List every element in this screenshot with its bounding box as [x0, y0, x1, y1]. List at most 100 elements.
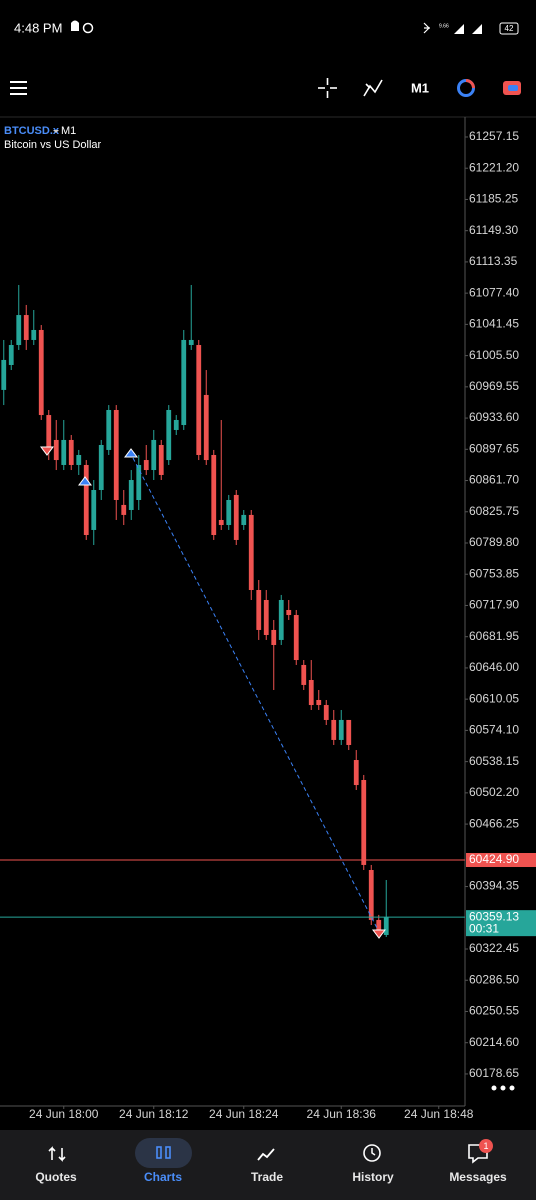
y-tick-label: 60969.55 — [469, 379, 519, 393]
nav-badge — [479, 1139, 493, 1153]
candle-body — [323, 705, 329, 720]
candle-body — [308, 680, 314, 706]
y-tick-label: 60286.50 — [469, 972, 519, 986]
crosshair-button[interactable] — [318, 78, 337, 98]
candle-body — [151, 439, 157, 471]
battery-level: 42 — [505, 24, 514, 33]
candle-body — [166, 409, 172, 461]
candle-icon — [165, 1146, 171, 1159]
menu-bar — [10, 87, 27, 89]
candle-body — [248, 514, 254, 590]
y-tick-label: 60933.60 — [469, 410, 519, 424]
plot: 61257.15 61221.20 61185.25 61149.30 61113.35… — [0, 129, 536, 1121]
x-tick-label: 24 Jun 18:36 — [307, 1107, 377, 1121]
y-tick-label: 61113.35 — [469, 254, 518, 268]
candle-body — [83, 464, 89, 536]
trade-link — [132, 457, 378, 929]
candle-body — [286, 609, 292, 616]
menu-bar — [10, 93, 27, 95]
candle-body — [218, 519, 224, 526]
nav-label[interactable]: Trade — [251, 1170, 283, 1184]
y-tick-label: 60394.35 — [469, 879, 519, 893]
price-tag-label: 60424.90 — [469, 852, 519, 866]
y-tick-label: 60574.10 — [469, 723, 519, 737]
candle-body — [8, 345, 14, 365]
menu-bar — [10, 81, 27, 83]
y-tick-label: 61149.30 — [469, 223, 518, 237]
y-tick-label: 61077.40 — [469, 285, 519, 299]
nav-badge-count: 1 — [483, 1141, 488, 1151]
more-button[interactable] — [491, 1085, 515, 1091]
signal-icon — [454, 24, 464, 34]
candle-body — [98, 445, 104, 491]
nav-active-pill — [135, 1138, 192, 1168]
x-tick-label: 24 Jun 18:12 — [119, 1107, 189, 1121]
candle-body — [233, 494, 239, 540]
nav-icon — [363, 1144, 381, 1162]
network-speed: 9.66 — [439, 23, 449, 29]
candle-body — [1, 359, 7, 390]
nav-label[interactable]: Charts — [144, 1170, 182, 1184]
buy-arrow — [124, 448, 138, 458]
y-tick-label: 61041.45 — [469, 317, 519, 331]
x-tick-label: 24 Jun 18:00 — [29, 1107, 99, 1121]
candle-body — [38, 329, 44, 416]
account-button[interactable] — [503, 81, 521, 95]
nav-label[interactable]: History — [352, 1170, 394, 1184]
y-tick-label: 60502.20 — [469, 785, 519, 799]
bluetooth-icon — [423, 22, 430, 34]
symbol-dropdown[interactable] — [53, 130, 59, 133]
nav-bar — [0, 1130, 536, 1200]
nav-icon — [257, 1148, 275, 1161]
nav-label[interactable]: Quotes — [35, 1170, 77, 1184]
trade-icon — [465, 79, 475, 89]
y-tick-label: 60717.90 — [469, 598, 519, 612]
y-tick-label: 60250.55 — [469, 1004, 519, 1018]
candle-body — [293, 615, 299, 661]
candle-body — [106, 409, 112, 450]
candle-body — [316, 699, 322, 706]
indicators-button[interactable] — [363, 79, 383, 97]
notification-icon — [82, 22, 94, 34]
candle-body — [23, 315, 29, 340]
countdown: 00:31 — [469, 921, 499, 935]
y-tick-label: 61185.25 — [469, 192, 518, 206]
candle-body — [128, 480, 134, 510]
price-tag — [466, 910, 536, 937]
y-tick-label: 60681.95 — [469, 629, 519, 643]
candle-body — [353, 760, 359, 786]
candle-body — [376, 919, 382, 935]
candle-body — [158, 445, 164, 475]
nav-label[interactable]: Messages — [449, 1170, 507, 1184]
candle-body — [331, 719, 337, 740]
price-tag-label: 60359.13 — [469, 909, 519, 923]
y-tick-label: 61221.20 — [469, 160, 519, 174]
symbol-description: Bitcoin vs US Dollar — [4, 139, 102, 151]
buy-arrow — [78, 476, 92, 486]
y-tick-label: 60538.15 — [469, 754, 519, 768]
menu-button[interactable] — [10, 81, 27, 95]
candle-body — [61, 439, 67, 465]
sell-arrow — [40, 446, 54, 456]
candle-body — [121, 504, 127, 515]
symbol[interactable]: BTCUSD.x — [4, 125, 60, 137]
timeframe-button[interactable]: M1 — [411, 80, 429, 95]
battery-icon — [499, 22, 519, 35]
candle-body — [76, 454, 82, 465]
nav-items: Quotes Charts Trade History Messages — [35, 1170, 507, 1184]
candle-body — [226, 499, 232, 526]
candle-body — [383, 917, 389, 935]
trade-button[interactable] — [457, 79, 475, 97]
candle-body — [361, 779, 367, 865]
notification-icon — [71, 20, 79, 31]
chart-timeframe: M1 — [61, 125, 76, 137]
candle-body — [301, 664, 307, 685]
candle-body — [271, 629, 277, 645]
candle-body — [338, 719, 344, 740]
candle-body — [53, 439, 59, 461]
x-tick-label: 24 Jun 18:24 — [209, 1107, 279, 1121]
status-time: 4:48 PM — [14, 20, 62, 35]
y-tick-label: 60466.25 — [469, 816, 519, 830]
candle-body — [46, 415, 52, 450]
